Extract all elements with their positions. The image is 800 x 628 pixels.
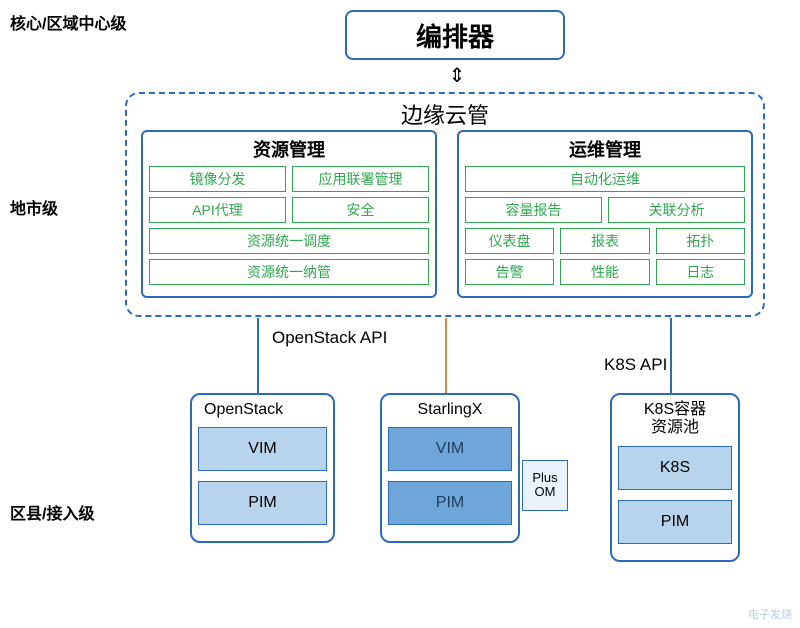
rm-cell: 资源统一调度	[149, 228, 429, 254]
platform-openstack: OpenStack VIM PIM	[190, 393, 335, 543]
ops-mgmt-box: 运维管理 自动化运维 容量报告 关联分析 仪表盘 报表 拓扑 告警 性能 日志	[457, 130, 753, 298]
om-cell: 日志	[656, 259, 745, 285]
rm-cell: 镜像分发	[149, 166, 286, 192]
om-cell: 关联分析	[608, 197, 745, 223]
rm-row-1: API代理 安全	[149, 197, 429, 223]
om-cell: 性能	[560, 259, 649, 285]
api-label-openstack: OpenStack API	[272, 328, 387, 348]
api-label-k8s: K8S API	[604, 355, 667, 375]
starlingx-vim: VIM	[388, 427, 512, 471]
watermark: 电子发烧	[748, 606, 792, 622]
om-cell: 容量报告	[465, 197, 602, 223]
resource-mgmt-box: 资源管理 镜像分发 应用联署管理 API代理 安全 资源统一调度 资源统一纳管	[141, 130, 437, 298]
level-label-top: 核心/区域中心级	[10, 10, 126, 34]
connector-k8s	[670, 318, 672, 393]
orchestrator-box: 编排器	[345, 10, 565, 60]
rm-row-3: 资源统一纳管	[149, 259, 429, 285]
rm-cell: 安全	[292, 197, 429, 223]
rm-cell: 资源统一纳管	[149, 259, 429, 285]
platform-openstack-title: OpenStack	[198, 401, 327, 419]
openstack-pim: PIM	[198, 481, 327, 525]
starlingx-pim: PIM	[388, 481, 512, 525]
level-label-bottom: 区县/接入级	[10, 500, 94, 524]
edge-cloud-container: 边缘云管 资源管理 镜像分发 应用联署管理 API代理 安全 资源统一调度 资源…	[125, 92, 765, 317]
om-cell: 仪表盘	[465, 228, 554, 254]
om-cell: 自动化运维	[465, 166, 745, 192]
k8s-box-k8s: K8S	[618, 446, 732, 490]
k8s-title-line1: K8S容器	[644, 401, 706, 418]
om-cell: 报表	[560, 228, 649, 254]
rm-row-2: 资源统一调度	[149, 228, 429, 254]
platform-k8s-title: K8S容器 资源池	[618, 401, 732, 438]
om-cell: 拓扑	[656, 228, 745, 254]
resource-mgmt-title: 资源管理	[149, 136, 429, 162]
connector-openstack	[257, 318, 259, 393]
k8s-box-pim: PIM	[618, 500, 732, 544]
rm-row-0: 镜像分发 应用联署管理	[149, 166, 429, 192]
plus-om-box: Plus OM	[522, 460, 568, 511]
level-label-mid: 地市级	[10, 195, 58, 219]
om-cell: 告警	[465, 259, 554, 285]
platform-starlingx-title: StarlingX	[388, 401, 512, 419]
k8s-title-line2: 资源池	[651, 419, 699, 436]
om-row-2: 仪表盘 报表 拓扑	[465, 228, 745, 254]
ops-mgmt-title: 运维管理	[465, 136, 745, 162]
orchestrator-title: 编排器	[416, 17, 494, 54]
platform-starlingx: StarlingX VIM PIM	[380, 393, 520, 543]
bidirectional-arrow-icon: ⇕	[450, 62, 464, 90]
connector-starlingx	[445, 318, 447, 393]
edge-cloud-title: 边缘云管	[127, 98, 763, 130]
openstack-vim: VIM	[198, 427, 327, 471]
plus-om-label: Plus OM	[532, 470, 557, 499]
om-row-3: 告警 性能 日志	[465, 259, 745, 285]
om-row-1: 容量报告 关联分析	[465, 197, 745, 223]
om-row-0: 自动化运维	[465, 166, 745, 192]
rm-cell: 应用联署管理	[292, 166, 429, 192]
rm-cell: API代理	[149, 197, 286, 223]
platform-k8s: K8S容器 资源池 K8S PIM	[610, 393, 740, 562]
